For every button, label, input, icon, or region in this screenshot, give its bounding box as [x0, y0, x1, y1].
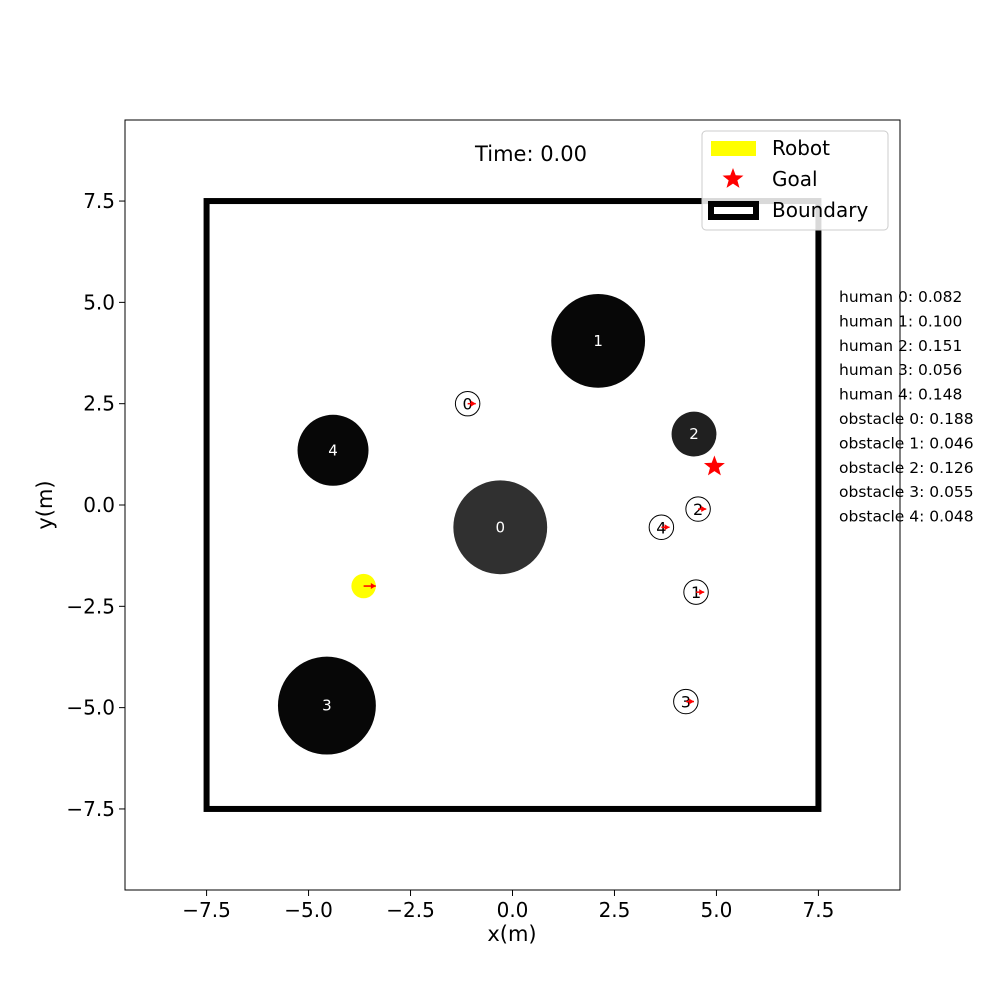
x-tick-label: 2.5: [599, 898, 631, 922]
obstacle-circle: [453, 480, 548, 575]
annotation-line: obstacle 2: 0.126: [839, 459, 974, 477]
obstacle-circle: [277, 656, 376, 755]
obstacle-4: 4: [297, 414, 369, 486]
legend-goal-star: [722, 168, 744, 188]
y-tick-label: 0.0: [83, 493, 115, 517]
x-tick-label: −5.0: [284, 898, 333, 922]
x-tick-label: 5.0: [701, 898, 733, 922]
human-4: 4: [648, 514, 675, 541]
obstacle-label: 3: [322, 697, 332, 715]
x-tick-label: 0.0: [497, 898, 529, 922]
chart-title: Time: 0.00: [474, 142, 587, 166]
scene-layer: 0 1 2 3 4 0 1 2 3 4: [203, 198, 822, 812]
human-0: 0: [454, 390, 481, 417]
y-tick-label: 2.5: [83, 392, 115, 416]
y-axis-label: y(m): [33, 480, 57, 529]
human-heading-arrow-head: [470, 400, 476, 407]
robot-heading-arrow-head: [370, 583, 376, 590]
y-tick-label: −7.5: [66, 797, 115, 821]
human-1: 1: [683, 579, 709, 605]
obstacle-1: 1: [551, 293, 646, 388]
obstacle-2: 2: [671, 411, 717, 457]
robot: [351, 573, 376, 599]
human-circle: [685, 496, 711, 522]
annotation-line: human 1: 0.100: [839, 312, 962, 330]
human-circle: [673, 688, 699, 715]
legend-item-boundary: Boundary: [708, 198, 868, 222]
goal-star: [703, 455, 725, 476]
x-axis-label: x(m): [487, 922, 536, 946]
annotation-line: obstacle 0: 0.188: [839, 410, 974, 428]
obstacle-circle: [551, 293, 646, 388]
legend-item-robot: Robot: [711, 136, 830, 160]
obstacle-label: 1: [593, 332, 603, 350]
x-tick-label: −2.5: [386, 898, 435, 922]
human-circle: [683, 579, 709, 605]
human-heading-arrow-head: [699, 589, 705, 596]
human-2: 2: [685, 496, 711, 522]
human-heading-arrow-head: [664, 524, 670, 531]
y-tick-label: −2.5: [66, 594, 115, 618]
annotation-line: obstacle 1: 0.046: [839, 434, 974, 452]
annotation-line: human 3: 0.056: [839, 361, 962, 379]
legend-label: Boundary: [772, 198, 868, 222]
human-circle: [648, 514, 675, 541]
x-tick-label: −7.5: [182, 898, 231, 922]
y-tick-label: −5.0: [66, 696, 115, 720]
annotation-line: human 2: 0.151: [839, 337, 962, 355]
legend-label: Goal: [772, 167, 818, 191]
obstacle-circle: [297, 414, 369, 486]
legend-boundary-swatch: [708, 201, 759, 220]
obstacle-label: 2: [689, 425, 699, 443]
annotation-line: obstacle 4: 0.048: [839, 508, 974, 526]
annotation-list: human 0: 0.082 human 1: 0.100 human 2: 0.1…: [839, 288, 974, 526]
legend: Robot Goal Boundary: [701, 130, 889, 231]
x-tick-label: 7.5: [803, 898, 835, 922]
annotation-line: human 4: 0.148: [839, 386, 962, 404]
legend-robot-swatch: [711, 141, 756, 156]
human-heading-arrow-head: [701, 506, 707, 513]
ticks-layer: −7.5 −5.0 −2.5 0.0 2.5 5.0 7.5 −7.5 −5.0 −2.5 0.0 2…: [66, 189, 834, 922]
obstacle-0: 0: [453, 480, 548, 575]
annotation-line: human 0: 0.082: [839, 288, 962, 306]
y-tick-label: 5.0: [83, 290, 115, 314]
obstacle-circle: [671, 411, 717, 457]
human-circle: [454, 390, 481, 417]
legend-item-goal: Goal: [722, 167, 818, 191]
obstacle-label: 4: [328, 441, 338, 459]
legend-label: Robot: [772, 136, 830, 160]
y-tick-label: 7.5: [83, 189, 115, 213]
obstacle-label: 0: [495, 518, 505, 536]
boundary-rect: [203, 198, 822, 812]
human-heading-arrow-head: [689, 698, 695, 705]
human-3: 3: [673, 688, 699, 715]
obstacle-3: 3: [277, 656, 376, 755]
annotation-line: obstacle 3: 0.055: [839, 483, 974, 501]
